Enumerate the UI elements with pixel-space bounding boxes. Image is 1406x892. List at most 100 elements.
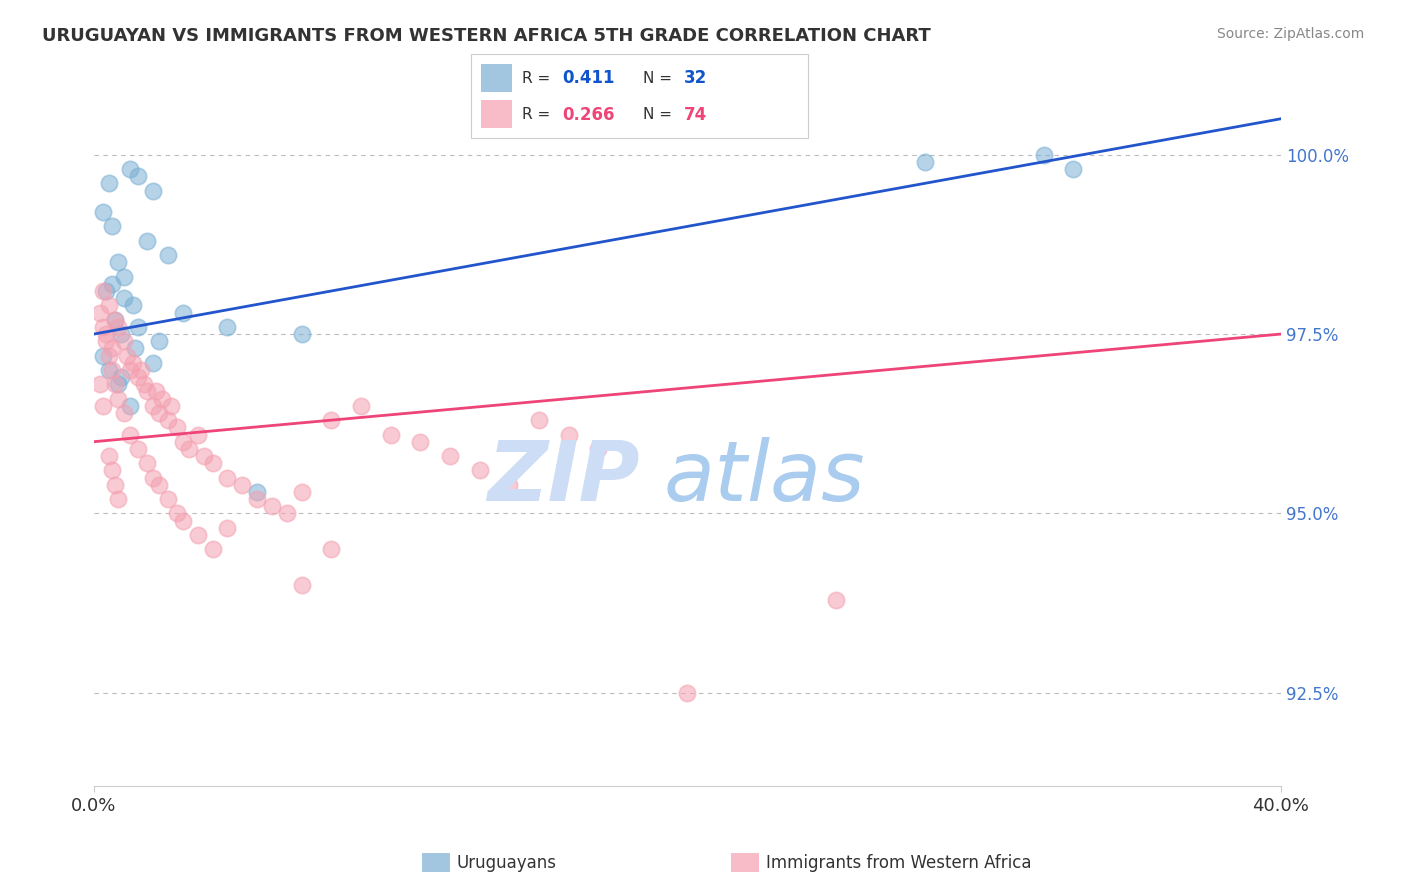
- Point: [107, 377, 129, 392]
- Point: [914, 154, 936, 169]
- Point: [97, 449, 120, 463]
- Point: [110, 326, 132, 341]
- Text: ZIP: ZIP: [488, 437, 640, 518]
- Text: N =: N =: [643, 107, 676, 122]
- Point: [157, 492, 180, 507]
- Point: [91, 349, 114, 363]
- Point: [118, 161, 141, 176]
- Point: [142, 184, 165, 198]
- Point: [193, 449, 215, 463]
- Point: [276, 507, 298, 521]
- Point: [100, 463, 122, 477]
- Point: [588, 442, 610, 456]
- Point: [527, 413, 550, 427]
- Point: [148, 477, 170, 491]
- Point: [439, 449, 461, 463]
- Point: [380, 427, 402, 442]
- Text: Uruguayans: Uruguayans: [457, 854, 557, 871]
- Point: [157, 248, 180, 262]
- Point: [201, 456, 224, 470]
- Text: Immigrants from Western Africa: Immigrants from Western Africa: [766, 854, 1032, 871]
- Point: [1032, 147, 1054, 161]
- Text: URUGUAYAN VS IMMIGRANTS FROM WESTERN AFRICA 5TH GRADE CORRELATION CHART: URUGUAYAN VS IMMIGRANTS FROM WESTERN AFR…: [42, 27, 931, 45]
- Point: [558, 427, 581, 442]
- Point: [107, 392, 129, 406]
- Point: [136, 234, 159, 248]
- Point: [157, 413, 180, 427]
- Point: [127, 169, 149, 183]
- Point: [89, 305, 111, 319]
- Point: [94, 326, 117, 341]
- Point: [112, 269, 135, 284]
- Point: [100, 219, 122, 234]
- Point: [91, 284, 114, 298]
- Bar: [481, 100, 512, 128]
- Point: [217, 470, 239, 484]
- Point: [142, 356, 165, 370]
- Point: [121, 356, 143, 370]
- Point: [217, 521, 239, 535]
- Point: [824, 592, 846, 607]
- Bar: [481, 63, 512, 92]
- Point: [246, 492, 269, 507]
- Point: [104, 312, 127, 326]
- Point: [115, 349, 138, 363]
- Point: [136, 384, 159, 399]
- Point: [350, 399, 373, 413]
- Point: [231, 477, 253, 491]
- Text: N =: N =: [643, 70, 676, 86]
- Point: [291, 484, 314, 499]
- Point: [91, 399, 114, 413]
- Point: [121, 298, 143, 312]
- Point: [321, 413, 343, 427]
- Point: [172, 514, 194, 528]
- Text: 74: 74: [683, 105, 707, 123]
- Point: [142, 470, 165, 484]
- Point: [112, 291, 135, 305]
- Point: [100, 363, 122, 377]
- Point: [142, 399, 165, 413]
- Text: 0.411: 0.411: [562, 69, 614, 87]
- Point: [91, 205, 114, 219]
- Point: [321, 542, 343, 557]
- Point: [260, 500, 283, 514]
- Point: [131, 363, 153, 377]
- Point: [145, 384, 167, 399]
- Point: [118, 427, 141, 442]
- Point: [127, 370, 149, 384]
- Point: [166, 420, 188, 434]
- Point: [112, 406, 135, 420]
- Point: [110, 370, 132, 384]
- Point: [104, 377, 127, 392]
- Point: [291, 326, 314, 341]
- Point: [136, 456, 159, 470]
- Point: [118, 399, 141, 413]
- FancyBboxPatch shape: [471, 54, 808, 138]
- Point: [172, 434, 194, 449]
- Point: [177, 442, 200, 456]
- Text: Source: ZipAtlas.com: Source: ZipAtlas.com: [1216, 27, 1364, 41]
- Point: [104, 477, 127, 491]
- Point: [124, 342, 146, 356]
- Point: [89, 377, 111, 392]
- Text: R =: R =: [522, 107, 555, 122]
- Point: [187, 528, 209, 542]
- Point: [127, 442, 149, 456]
- Point: [127, 319, 149, 334]
- Text: R =: R =: [522, 70, 555, 86]
- Point: [97, 298, 120, 312]
- Point: [148, 406, 170, 420]
- Text: atlas: atlas: [664, 437, 865, 518]
- Point: [107, 492, 129, 507]
- Point: [104, 312, 127, 326]
- Point: [187, 427, 209, 442]
- Point: [91, 319, 114, 334]
- Point: [498, 477, 520, 491]
- Point: [97, 177, 120, 191]
- Point: [94, 284, 117, 298]
- Point: [201, 542, 224, 557]
- Point: [468, 463, 491, 477]
- Point: [107, 319, 129, 334]
- Point: [409, 434, 432, 449]
- Point: [97, 349, 120, 363]
